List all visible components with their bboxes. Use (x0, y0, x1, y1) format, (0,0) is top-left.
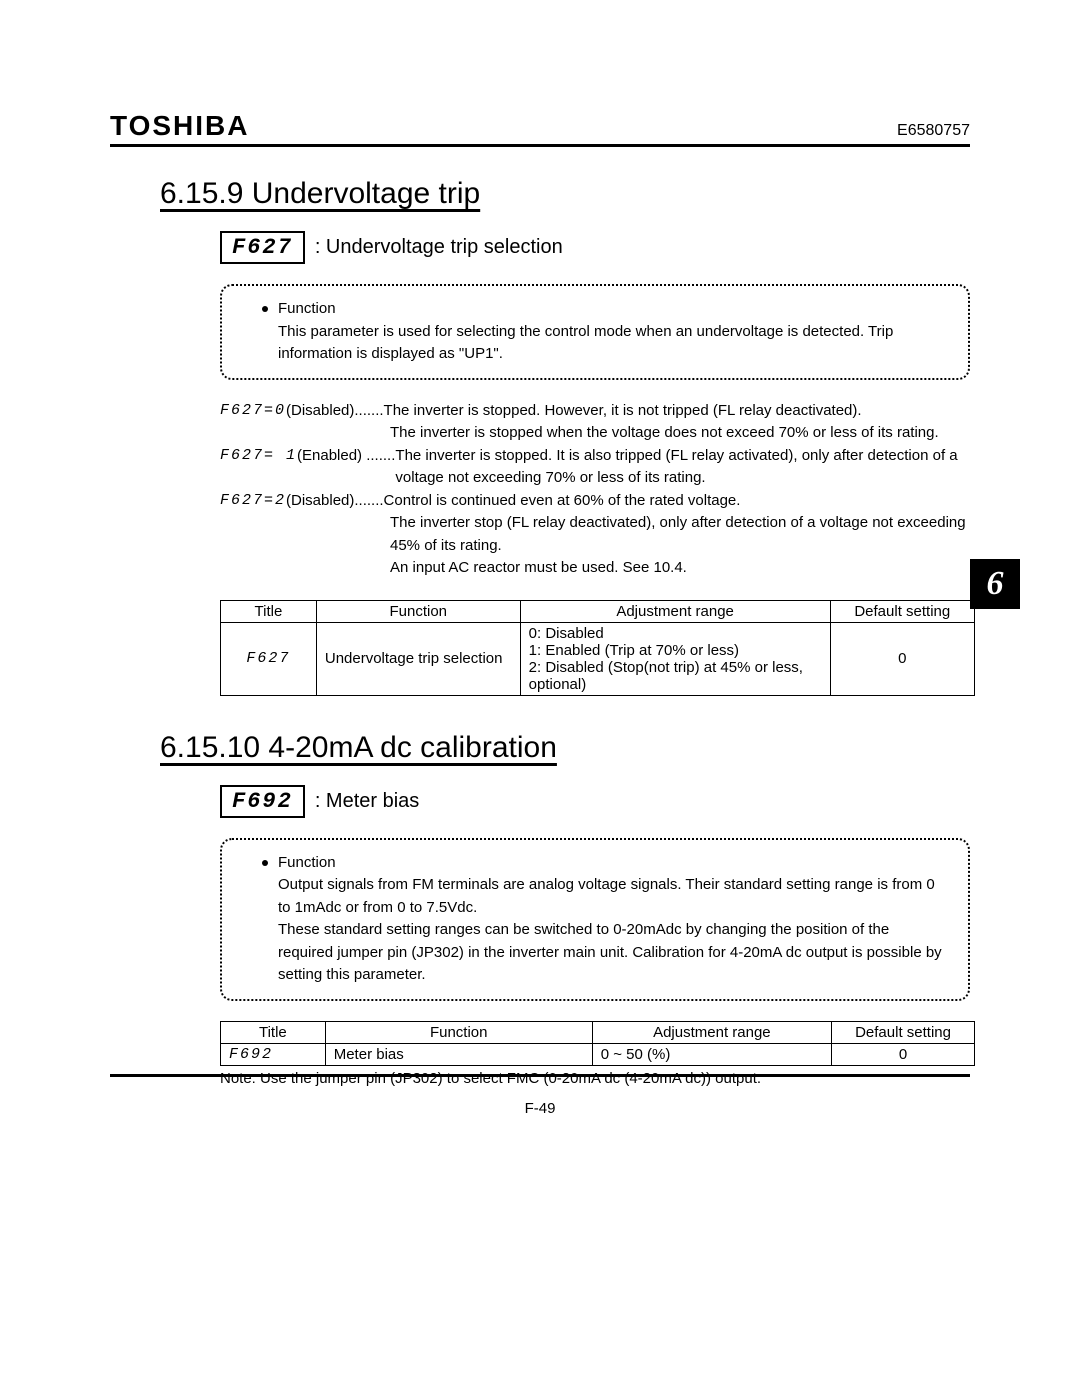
table-header: Title (221, 600, 317, 622)
option-text: The inverter is stopped. It is also trip… (395, 445, 970, 490)
function-text: Output signals from FM terminals are ana… (278, 874, 948, 919)
parameter-code-box: F627 (220, 231, 305, 264)
function-box-f692: Function Output signals from FM terminal… (220, 838, 970, 1001)
bullet-icon (262, 860, 268, 866)
brand-logo: TOSHIBA (110, 110, 250, 142)
range-line: 0: Disabled (529, 625, 822, 642)
table-cell-title: F627 (221, 622, 317, 695)
table-cell-range: 0: Disabled 1: Enabled (Trip at 70% or l… (520, 622, 830, 695)
parameter-row-f692: F692 : Meter bias (220, 785, 970, 818)
table-cell-default: 0 (830, 622, 974, 695)
section-title-calibration: 6.15.10 4-20mA dc calibration (160, 731, 970, 765)
table-cell-range: 0 ~ 50 (%) (592, 1043, 831, 1065)
table-header: Adjustment range (592, 1021, 831, 1043)
option-code: F627= 1 (220, 445, 297, 490)
table-row: F692 Meter bias 0 ~ 50 (%) 0 (221, 1043, 975, 1065)
page-header: TOSHIBA E6580757 (110, 110, 970, 147)
table-header: Function (316, 600, 520, 622)
section-title-undervoltage: 6.15.9 Undervoltage trip (160, 177, 970, 211)
option-state: (Disabled)....... (286, 400, 384, 423)
table-header-row: Title Function Adjustment range Default … (221, 600, 975, 622)
table-header: Function (325, 1021, 592, 1043)
function-box-f627: Function This parameter is used for sele… (220, 284, 970, 380)
table-header-row: Title Function Adjustment range Default … (221, 1021, 975, 1043)
option-text: The inverter is stopped. However, it is … (384, 400, 970, 423)
document-page: TOSHIBA E6580757 6.15.9 Undervoltage tri… (0, 0, 1080, 1397)
options-list-f627: F627=0 (Disabled)....... The inverter is… (220, 400, 970, 580)
option-2: F627=2 (Disabled)....... Control is cont… (220, 490, 970, 513)
bullet-icon (262, 306, 268, 312)
parameter-label: : Undervoltage trip selection (315, 236, 563, 259)
option-code: F627=2 (220, 490, 286, 513)
parameter-table-f627: Title Function Adjustment range Default … (220, 600, 975, 696)
table-cell-title: F692 (221, 1043, 326, 1065)
page-number: F-49 (0, 1100, 1080, 1117)
function-text: This parameter is used for selecting the… (278, 321, 948, 366)
function-text: These standard setting ranges can be swi… (278, 919, 948, 987)
range-line: 1: Enabled (Trip at 70% or less) (529, 642, 822, 659)
table-header: Default setting (832, 1021, 975, 1043)
table-header: Adjustment range (520, 600, 830, 622)
table-cell-function: Undervoltage trip selection (316, 622, 520, 695)
parameter-code-box: F692 (220, 785, 305, 818)
table-header: Default setting (830, 600, 974, 622)
option-text: Control is continued even at 60% of the … (384, 490, 970, 513)
option-text: The inverter stop (FL relay deactivated)… (390, 512, 970, 557)
option-text: An input AC reactor must be used. See 10… (390, 557, 970, 580)
table-cell-function: Meter bias (325, 1043, 592, 1065)
option-1: F627= 1 (Enabled) ....... The inverter i… (220, 445, 970, 490)
chapter-tab: 6 (970, 559, 1020, 609)
option-text: The inverter is stopped when the voltage… (390, 422, 970, 445)
table-header: Title (221, 1021, 326, 1043)
parameter-table-f692: Title Function Adjustment range Default … (220, 1021, 975, 1066)
option-0: F627=0 (Disabled)....... The inverter is… (220, 400, 970, 423)
parameter-label: : Meter bias (315, 790, 419, 813)
table-row: F627 Undervoltage trip selection 0: Disa… (221, 622, 975, 695)
option-state: (Disabled)....... (286, 490, 384, 513)
option-code: F627=0 (220, 400, 286, 423)
function-label: Function (278, 854, 336, 871)
note-text: Note: Use the jumper pin (JP302) to sele… (220, 1070, 970, 1087)
document-number: E6580757 (897, 122, 970, 140)
range-line: 2: Disabled (Stop(not trip) at 45% or le… (529, 659, 822, 693)
parameter-row-f627: F627 : Undervoltage trip selection (220, 231, 970, 264)
option-state: (Enabled) ....... (297, 445, 395, 490)
function-label: Function (278, 300, 336, 317)
table-cell-default: 0 (832, 1043, 975, 1065)
footer-rule (110, 1074, 970, 1077)
